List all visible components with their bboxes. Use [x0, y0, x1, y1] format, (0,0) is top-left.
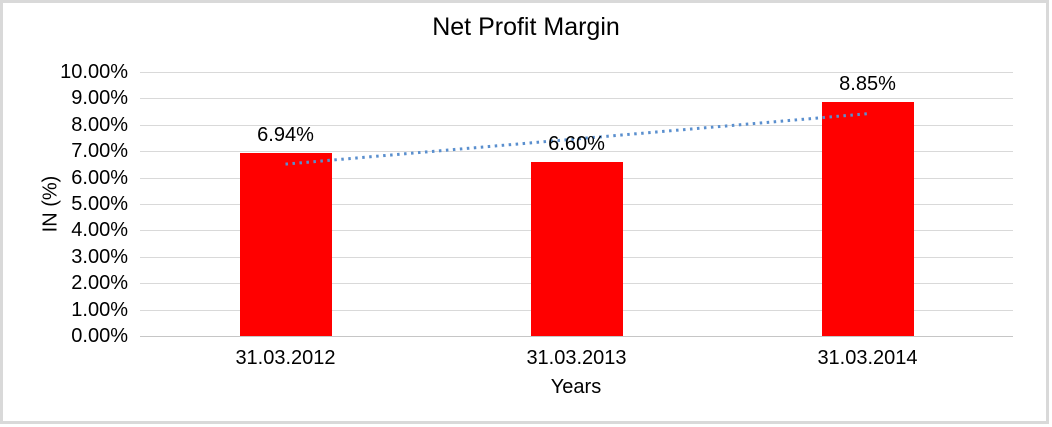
trendline	[285, 112, 868, 166]
gridline	[140, 98, 1013, 100]
data-label: 6.60%	[548, 132, 605, 155]
data-label: 8.85%	[839, 73, 896, 96]
y-axis-tick-label: 10.00%	[60, 61, 128, 83]
gridline	[140, 72, 1013, 73]
gridline	[140, 124, 1013, 126]
x-axis-tick-label: 31.03.2014	[817, 347, 918, 369]
y-axis-tick-label: 2.00%	[71, 272, 128, 295]
y-axis-tick-label: 4.00%	[71, 219, 128, 242]
y-axis-tick-label: 7.00%	[71, 140, 128, 163]
y-axis-tick-label: 5.00%	[71, 193, 128, 215]
x-axis-tick-label: 31.03.2012	[235, 347, 336, 369]
y-axis-tick-label: 0.00%	[71, 325, 128, 347]
x-axis-tick-label: 31.03.2013	[526, 347, 627, 369]
bar-31.03.2014	[821, 102, 914, 336]
plot-area: 6.94% 6.60% 8.85%	[140, 72, 1013, 337]
bar-31.03.2012	[239, 152, 332, 336]
data-label: 6.94%	[257, 123, 314, 146]
y-axis-tick-label: 6.00%	[71, 166, 128, 189]
y-axis-tick-label: 1.00%	[71, 298, 128, 321]
chart-title: Net Profit Margin	[432, 13, 620, 41]
y-axis-tick-label: 3.00%	[71, 245, 128, 268]
y-axis-tick-label: 8.00%	[71, 113, 128, 136]
gridline	[140, 151, 1013, 153]
bar-31.03.2013	[530, 161, 623, 336]
y-axis-tick-label: 9.00%	[71, 87, 128, 110]
x-axis-title: Years	[550, 376, 602, 398]
x-axis-line	[140, 336, 1013, 337]
